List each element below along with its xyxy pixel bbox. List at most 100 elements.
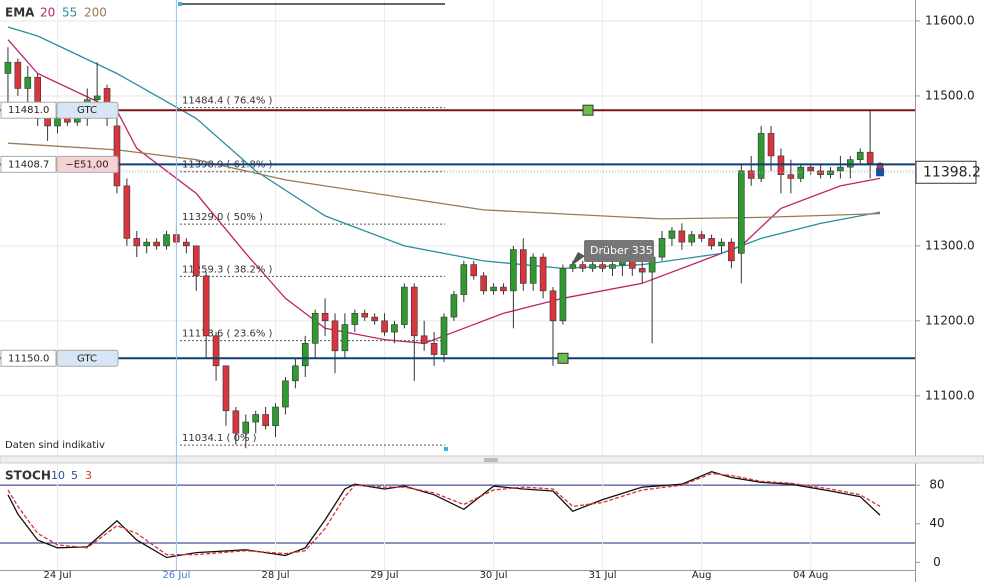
- order-tag-box[interactable]: [56, 349, 119, 367]
- candle-body: [143, 241, 150, 247]
- ema-line: [7, 142, 881, 220]
- candle-body: [539, 256, 547, 292]
- fib-label: 11259.3 ( 38.2% ): [182, 264, 273, 275]
- disclaimer: Daten sind indikativ: [5, 440, 105, 451]
- y-tick-label: 11500.0: [925, 88, 975, 102]
- x-tick-label: 24 Jul: [44, 570, 72, 581]
- candle-body: [44, 118, 51, 127]
- candle-body: [529, 256, 537, 284]
- x-tick-label: 04 Aug: [793, 570, 828, 581]
- fib-label: 11329.0 ( 50% ): [182, 212, 263, 223]
- candle-body: [807, 166, 814, 172]
- candle-body: [262, 414, 269, 427]
- annotation-box: [584, 240, 654, 262]
- candle-body: [430, 343, 438, 355]
- candle-body: [153, 241, 160, 247]
- ema-line: [7, 26, 881, 270]
- candle-body: [767, 133, 775, 157]
- fib-handle[interactable]: [178, 2, 182, 6]
- order-tag-box[interactable]: [56, 101, 119, 119]
- candle-body: [133, 238, 141, 247]
- y-tick-label: 11600.0: [925, 13, 975, 27]
- candle-body: [163, 234, 170, 247]
- order-price: 11481.0: [8, 105, 49, 116]
- indicator-param: 3: [85, 469, 92, 482]
- candle-body: [371, 316, 378, 322]
- candle-body: [381, 320, 388, 333]
- x-tick-label: Aug: [692, 570, 712, 581]
- stoch-line: [7, 471, 881, 559]
- candle-body: [192, 245, 200, 277]
- legend-entry: 20: [40, 6, 55, 20]
- order-tag: GTC: [77, 353, 97, 364]
- candle-body: [440, 316, 448, 355]
- candle-body: [510, 249, 517, 292]
- order-price-box[interactable]: [0, 349, 57, 367]
- candle-body: [232, 410, 240, 434]
- candle-body: [747, 170, 755, 179]
- candle-body: [658, 238, 666, 258]
- last-price-box: [915, 160, 977, 184]
- candle-body: [470, 264, 478, 277]
- fib-label: 11173.6 ( 23.6% ): [182, 329, 273, 340]
- candle-body: [14, 61, 22, 89]
- order-price-box[interactable]: [0, 101, 57, 119]
- candle-body: [678, 230, 686, 243]
- fib-label: 11034.1 ( 0% ): [182, 433, 257, 444]
- candle-body: [460, 264, 468, 295]
- candle-body: [490, 286, 497, 292]
- candle-body: [410, 286, 418, 337]
- candle-body: [391, 324, 398, 333]
- candle-body: [480, 275, 487, 292]
- candle-body: [708, 238, 715, 247]
- candle-body: [668, 230, 676, 239]
- candle-body: [856, 151, 864, 160]
- candle-body: [183, 241, 190, 247]
- order-price-box[interactable]: [0, 155, 57, 173]
- candle-body: [609, 264, 616, 269]
- x-tick-label: 30 Jul: [480, 570, 508, 581]
- candle-body: [757, 133, 765, 179]
- candle-body: [866, 151, 874, 164]
- candle-body: [361, 313, 369, 318]
- candle-body: [599, 264, 606, 269]
- last-price-label: 11398.2: [923, 164, 981, 180]
- candle-body: [450, 294, 458, 318]
- order-price: 11408.7: [8, 159, 49, 170]
- candle-body: [212, 335, 220, 367]
- annotation[interactable]: Drüber 335: [570, 240, 654, 267]
- fib-handle[interactable]: [444, 447, 448, 451]
- candle-body: [500, 286, 507, 292]
- last-price-marker: [876, 168, 885, 177]
- order-handle[interactable]: [557, 352, 569, 364]
- order-tag: −E51,00: [65, 159, 108, 170]
- candle-body: [301, 343, 309, 367]
- x-tick-label: 26 Jul: [162, 570, 190, 581]
- candle-body: [638, 268, 646, 273]
- indicator-title: STOCH: [5, 469, 51, 483]
- candle-body: [569, 264, 577, 269]
- y-tick-label: 0: [933, 555, 941, 569]
- candle-body: [351, 313, 359, 325]
- candle-body: [24, 76, 32, 89]
- candle-body: [4, 61, 12, 74]
- candle-body: [420, 335, 428, 344]
- indicator-param: 10: [51, 469, 65, 482]
- fib-label: 11484.4 ( 76.4% ): [182, 96, 273, 107]
- legend-entry: 55: [62, 6, 77, 20]
- candle-body: [282, 380, 289, 408]
- candle-body: [242, 421, 250, 434]
- candle-body: [827, 170, 834, 175]
- y-tick-label: 40: [929, 516, 944, 530]
- candle-body: [252, 414, 260, 423]
- candle-body: [93, 95, 101, 100]
- x-tick-label: 29 Jul: [371, 570, 399, 581]
- candle-body: [123, 185, 131, 239]
- candle-body: [74, 118, 81, 123]
- indicator-title: EMA: [5, 6, 35, 20]
- candle-body: [331, 320, 339, 352]
- y-tick-label: 11100.0: [925, 388, 975, 402]
- candle-body: [837, 166, 844, 172]
- order-handle[interactable]: [582, 104, 594, 116]
